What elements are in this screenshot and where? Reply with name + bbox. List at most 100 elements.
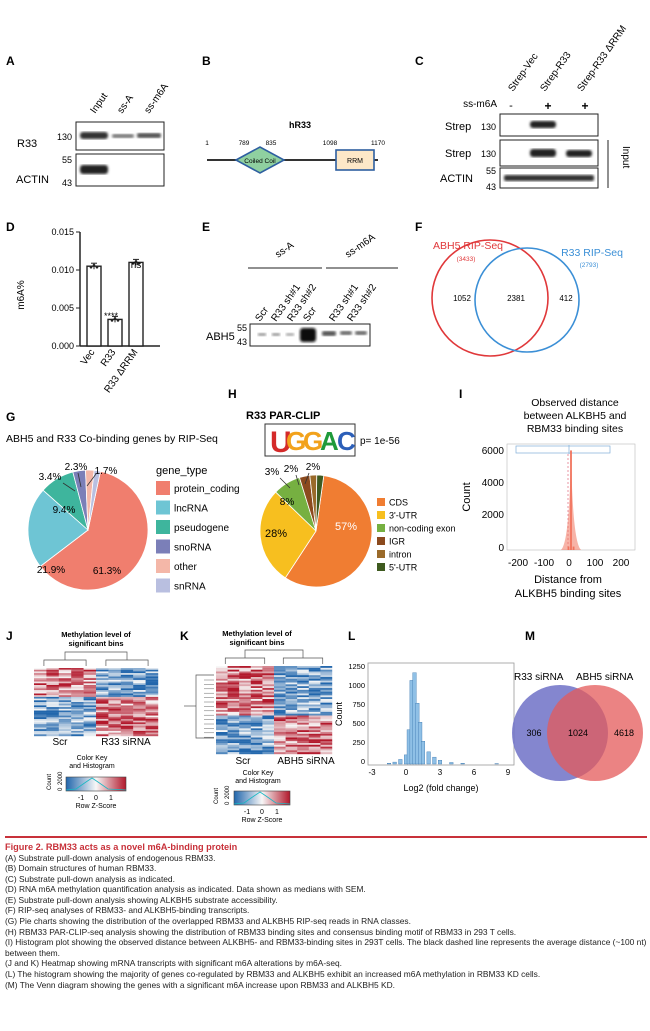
heatmap-cell xyxy=(227,673,240,676)
heatmap-cell xyxy=(227,733,240,736)
heatmap-cell xyxy=(58,698,72,701)
heatmap-cell xyxy=(320,735,333,738)
heatmap-cell xyxy=(133,691,146,694)
y-tick: 4000 xyxy=(482,478,505,489)
heatmap-cell xyxy=(262,732,275,735)
heatmap-cell xyxy=(71,678,84,681)
heatmap-cell xyxy=(71,732,84,735)
row-label: R33 xyxy=(17,138,37,150)
heatmap-cell xyxy=(274,710,286,713)
legend: protein_coding lncRNA pseudogene snoRNA othe… xyxy=(156,481,240,593)
heatmap-cell xyxy=(120,674,134,677)
heatmap-cell xyxy=(262,666,275,669)
heatmap-cell xyxy=(120,678,134,681)
row-label: Strep xyxy=(445,148,471,160)
heatmap-cell xyxy=(71,685,84,687)
heatmap-cell xyxy=(250,691,263,694)
motif-letter: C xyxy=(337,426,356,456)
heatmap-cell xyxy=(133,730,146,733)
key-x-tick: 0 xyxy=(260,809,264,816)
heatmap-cell xyxy=(239,721,251,724)
heatmap-cell xyxy=(227,699,240,702)
heatmap-cell xyxy=(46,715,59,718)
heatmap-cell xyxy=(133,674,146,677)
heatmap-cell xyxy=(83,695,97,698)
heatmap-cell xyxy=(297,728,309,731)
heatmap-cell xyxy=(108,703,121,706)
heatmap-cell xyxy=(239,713,251,716)
heatmap-cell xyxy=(133,686,146,689)
heatmap-cell xyxy=(34,698,47,701)
heatmap-cell xyxy=(216,680,228,683)
heatmap-cell xyxy=(58,730,72,733)
heatmap-cell xyxy=(145,696,159,699)
heatmap-cell xyxy=(34,710,47,713)
heatmap-cell xyxy=(96,668,109,670)
heatmap-cell xyxy=(250,748,263,751)
heatmap-cell xyxy=(108,671,121,674)
panel-letter: H xyxy=(228,387,237,401)
heatmap-cell xyxy=(108,722,121,725)
y-tick-label: 0.015 xyxy=(51,227,74,237)
heatmap-cell xyxy=(320,733,333,736)
heatmap-cell xyxy=(239,695,251,698)
legend-swatch xyxy=(377,498,385,506)
heatmap-cell xyxy=(58,722,72,725)
heatmap-cell xyxy=(308,678,321,681)
heatmap-cell xyxy=(285,733,298,736)
heatmap-cell xyxy=(274,689,286,692)
heatmap-cell xyxy=(34,691,47,694)
heatmap-cell xyxy=(308,671,321,674)
heatmap-cell xyxy=(320,708,333,711)
color-key-title: and Histogram xyxy=(69,763,115,770)
blot-band xyxy=(272,333,280,336)
heatmap-cell xyxy=(83,707,97,709)
set-label: ABH5 RIP-Seq xyxy=(433,240,503,252)
heatmap-cell xyxy=(133,729,146,732)
data-point xyxy=(131,262,135,265)
heatmap-cell xyxy=(216,697,228,700)
heatmap-cell xyxy=(227,700,240,703)
heatmap-cell xyxy=(285,741,298,744)
heatmap-cell xyxy=(320,752,333,755)
y-tick: 1000 xyxy=(348,681,365,690)
heatmap-cell xyxy=(145,688,159,691)
heatmap-cell xyxy=(320,743,333,746)
chart-title: ABH5 and R33 Co-binding genes by RIP-Seq xyxy=(6,433,218,445)
heatmap-cell xyxy=(297,680,309,683)
heatmap-cell xyxy=(320,715,333,718)
heatmap-cell xyxy=(83,683,97,686)
legend-swatch xyxy=(156,578,170,593)
heatmap-cell xyxy=(297,713,309,716)
heatmap-cell xyxy=(308,744,321,747)
heatmap-cell xyxy=(145,729,159,732)
heatmap-cell xyxy=(108,688,121,691)
key-x-tick: 0 xyxy=(94,795,98,802)
heatmap-cell xyxy=(120,729,134,732)
heatmap-cell xyxy=(262,746,275,749)
heatmap-cell xyxy=(285,686,298,689)
heatmap-cell xyxy=(108,705,121,708)
heatmap-cell xyxy=(96,705,109,708)
pie xyxy=(259,474,373,588)
heatmap-cell xyxy=(227,667,240,670)
heatmap-cell xyxy=(145,702,159,704)
heatmap-cell xyxy=(320,721,333,724)
heatmap-cell xyxy=(108,708,121,711)
heatmap-cell xyxy=(83,730,97,733)
heatmap-cell xyxy=(274,688,286,691)
leader-line xyxy=(279,477,291,489)
heatmap-cell xyxy=(262,713,275,716)
heatmap-cell xyxy=(297,708,309,711)
heatmap-cell xyxy=(46,671,59,674)
heatmap-cell xyxy=(250,706,263,709)
heatmap-cell xyxy=(227,693,240,696)
dendrogram-branch xyxy=(244,649,304,658)
heatmap-cell xyxy=(239,746,251,749)
heatmap-cell xyxy=(227,724,240,727)
heatmap-cell xyxy=(297,719,309,722)
heatmap-cell xyxy=(108,727,121,730)
panel-letter: L xyxy=(348,629,355,643)
color-key-title: Color Key xyxy=(77,755,108,762)
heatmap-cell xyxy=(216,678,228,681)
